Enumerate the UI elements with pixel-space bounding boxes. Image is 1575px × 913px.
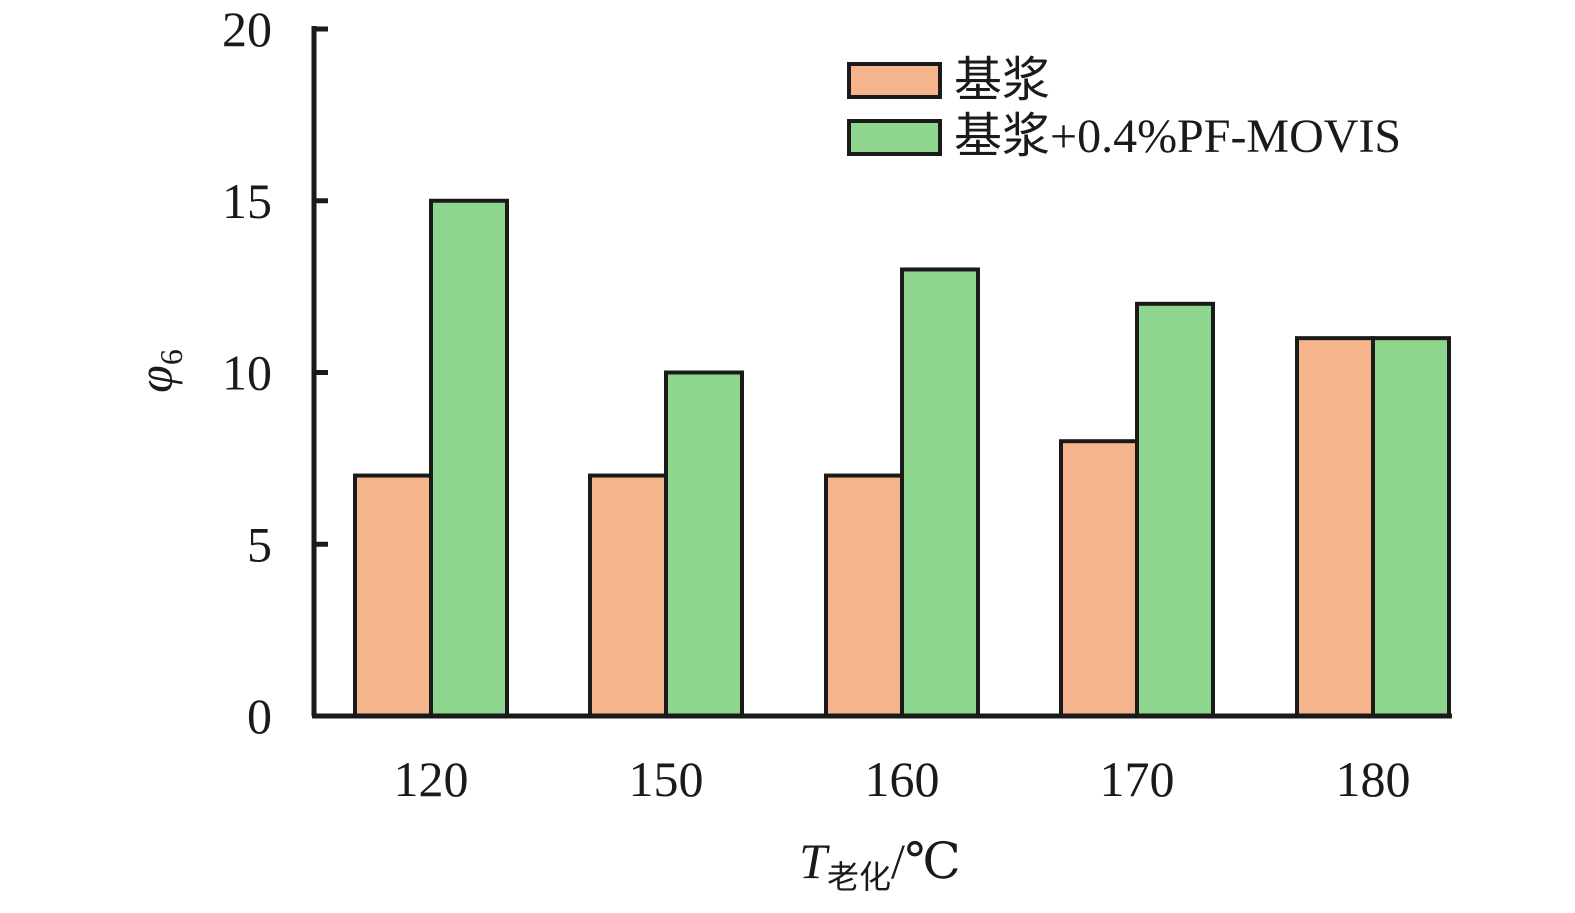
x-axis-ticks: 120 150 160 170 180 bbox=[394, 751, 1411, 807]
y-axis-ticks: 0 5 10 15 20 bbox=[222, 1, 328, 744]
y-axis-title-main: φ bbox=[127, 365, 183, 393]
bars bbox=[353, 198, 1451, 718]
x-tick-label-120: 120 bbox=[394, 751, 469, 807]
legend-swatch-additive bbox=[847, 119, 942, 156]
bar-120-series-1 bbox=[429, 198, 509, 718]
x-axis-title-sub: 老化 bbox=[827, 859, 891, 895]
x-tick-label-150: 150 bbox=[629, 751, 704, 807]
bar-150-series-1 bbox=[664, 370, 744, 718]
bar-120-series-0 bbox=[353, 473, 433, 718]
legend-label-base: 基浆 bbox=[954, 54, 1050, 107]
y-tick-label-4: 20 bbox=[222, 1, 272, 57]
y-tick-label-0: 0 bbox=[247, 688, 272, 744]
x-axis-title: T老化/℃ bbox=[799, 833, 961, 895]
bar-160-series-1 bbox=[900, 267, 980, 718]
x-tick-label-170: 170 bbox=[1100, 751, 1175, 807]
y-tick-label-3: 15 bbox=[222, 173, 272, 229]
y-axis-title-sub: 6 bbox=[153, 349, 189, 365]
bar-180-series-0 bbox=[1295, 336, 1375, 718]
y-tick-label-1: 5 bbox=[247, 516, 272, 572]
y-axis-title: φ6 bbox=[127, 349, 189, 393]
legend: 基浆 基浆+0.4%PF-MOVIS bbox=[847, 54, 1401, 163]
bar-180-series-1 bbox=[1371, 336, 1451, 718]
y-tick-label-2: 10 bbox=[222, 345, 272, 401]
bar-150-series-0 bbox=[588, 473, 668, 718]
x-tick-label-180: 180 bbox=[1336, 751, 1411, 807]
x-axis-title-main: T bbox=[799, 833, 830, 889]
legend-swatch-base bbox=[847, 62, 942, 99]
x-axis-title-unit: /℃ bbox=[891, 833, 961, 889]
x-tick-label-160: 160 bbox=[865, 751, 940, 807]
bar-160-series-0 bbox=[824, 473, 904, 718]
bar-170-series-1 bbox=[1135, 301, 1215, 718]
bar-170-series-0 bbox=[1059, 439, 1139, 718]
legend-label-additive: 基浆+0.4%PF-MOVIS bbox=[954, 110, 1401, 163]
